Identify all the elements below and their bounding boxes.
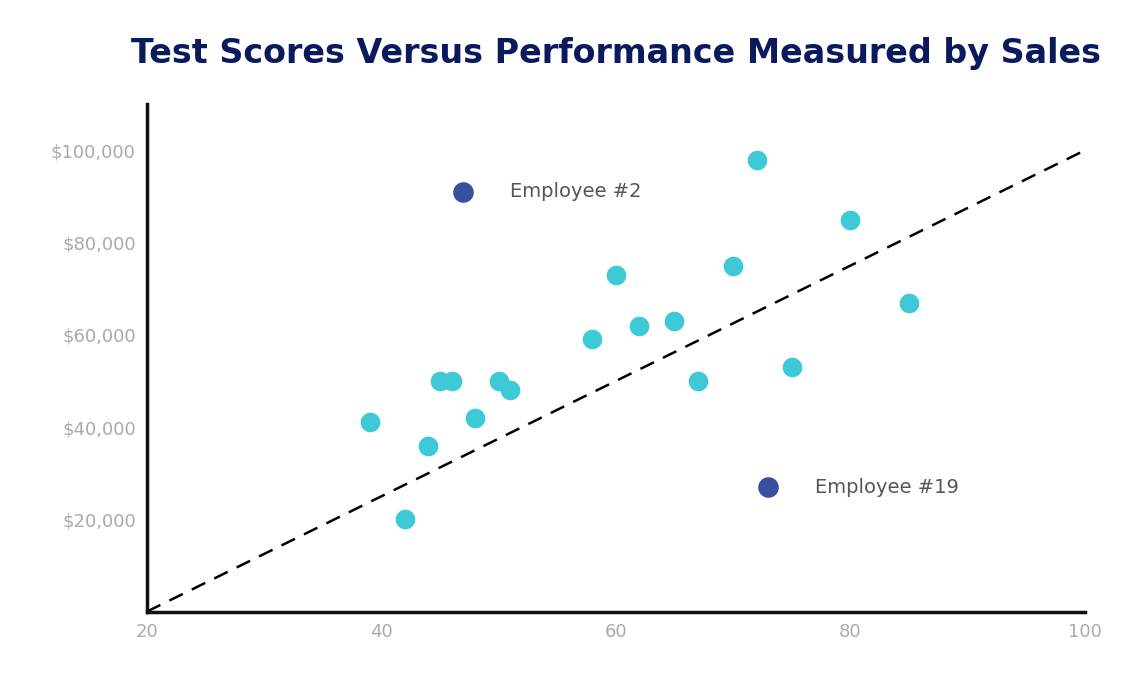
Point [631, 320, 649, 332]
Text: Employee #2: Employee #2 [511, 182, 642, 202]
Point [748, 154, 766, 165]
Text: Employee #19: Employee #19 [815, 477, 959, 496]
Point [466, 412, 484, 423]
Point [899, 297, 918, 308]
Point [666, 316, 684, 327]
Title: Test Scores Versus Performance Measured by Sales: Test Scores Versus Performance Measured … [131, 37, 1101, 70]
Point [443, 375, 461, 386]
Point [360, 417, 379, 428]
Point [502, 384, 520, 395]
Point [689, 375, 707, 386]
Point [607, 270, 625, 281]
Point [583, 334, 601, 345]
Point [454, 186, 472, 197]
Point [396, 514, 414, 525]
Point [841, 214, 860, 225]
Point [783, 361, 801, 373]
Point [419, 440, 437, 451]
Point [724, 260, 742, 271]
Point [431, 375, 449, 386]
Point [759, 482, 777, 493]
Point [489, 375, 507, 386]
